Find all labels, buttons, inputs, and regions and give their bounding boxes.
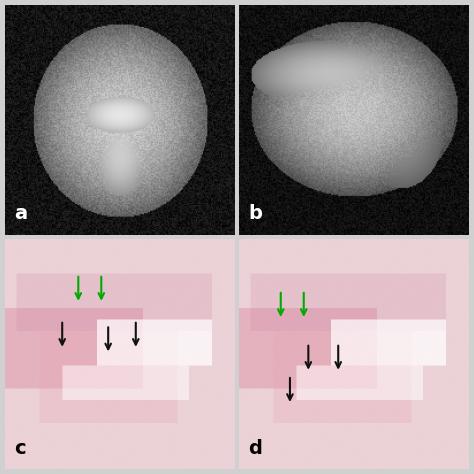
Text: c: c	[14, 439, 26, 458]
Text: a: a	[14, 204, 27, 223]
Text: b: b	[248, 204, 263, 223]
Text: d: d	[248, 439, 263, 458]
